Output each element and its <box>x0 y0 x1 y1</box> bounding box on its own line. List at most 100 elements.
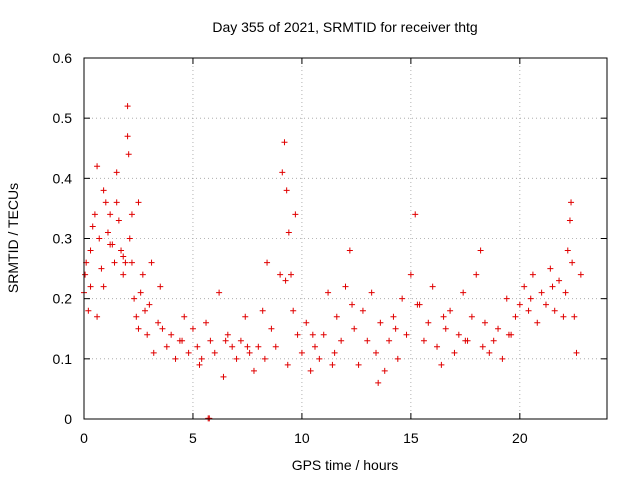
data-point <box>264 259 271 266</box>
data-point <box>479 343 486 350</box>
data-point <box>113 199 120 206</box>
data-point <box>222 337 229 344</box>
data-point <box>144 331 151 338</box>
data-point <box>442 325 449 332</box>
data-point <box>462 337 469 344</box>
data-point <box>206 415 213 422</box>
data-point <box>429 283 436 290</box>
data-point <box>505 331 512 338</box>
data-point <box>566 217 573 224</box>
data-point <box>133 313 140 320</box>
data-point <box>168 331 175 338</box>
data-point <box>527 295 534 302</box>
data-point <box>155 319 162 326</box>
data-point <box>490 337 497 344</box>
data-point <box>91 211 98 218</box>
data-point <box>368 289 375 296</box>
data-point <box>503 295 510 302</box>
data-point <box>307 367 314 374</box>
data-point <box>113 169 120 176</box>
data-point <box>407 271 414 278</box>
data-point <box>148 259 155 266</box>
data-point <box>279 169 286 176</box>
data-point <box>481 319 488 326</box>
data-point <box>244 343 251 350</box>
data-point <box>377 319 384 326</box>
chart-title: Day 355 of 2021, SRMTID for receiver tht… <box>212 19 477 35</box>
data-point <box>282 277 289 284</box>
data-point <box>460 289 467 296</box>
data-point <box>284 361 291 368</box>
data-point <box>473 271 480 278</box>
data-point <box>349 301 356 308</box>
data-point <box>131 295 138 302</box>
data-point <box>120 253 127 260</box>
data-point <box>399 295 406 302</box>
data-point <box>126 235 133 242</box>
data-point <box>82 271 89 278</box>
data-point <box>390 313 397 320</box>
data-point <box>250 367 257 374</box>
data-point <box>438 361 445 368</box>
data-point <box>100 283 107 290</box>
data-point <box>447 307 454 314</box>
data-point <box>94 163 101 170</box>
data-point <box>135 325 142 332</box>
data-point <box>440 313 447 320</box>
data-point <box>118 247 125 254</box>
data-point <box>516 301 523 308</box>
data-point <box>163 343 170 350</box>
data-point <box>179 337 186 344</box>
data-point <box>320 331 327 338</box>
data-point <box>259 307 266 314</box>
data-point <box>277 271 284 278</box>
data-point <box>233 355 240 362</box>
y-tick-label: 0.2 <box>53 291 73 307</box>
data-point <box>521 283 528 290</box>
data-point <box>303 319 310 326</box>
data-point <box>216 289 223 296</box>
data-point <box>512 313 519 320</box>
data-point <box>359 307 366 314</box>
data-point <box>261 355 268 362</box>
data-point <box>560 313 567 320</box>
data-point <box>547 265 554 272</box>
data-point <box>137 289 144 296</box>
y-tick-label: 0.3 <box>53 231 73 247</box>
data-point <box>128 211 135 218</box>
data-point <box>146 301 153 308</box>
data-point <box>159 325 166 332</box>
data-point <box>373 349 380 356</box>
data-point <box>529 271 536 278</box>
data-point <box>346 247 353 254</box>
data-point <box>351 325 358 332</box>
data-point <box>185 349 192 356</box>
y-axis-label: SRMTID / TECUs <box>5 183 21 293</box>
x-tick-label: 5 <box>189 430 197 446</box>
data-point <box>268 325 275 332</box>
data-point <box>288 271 295 278</box>
data-point <box>194 343 201 350</box>
data-point <box>242 313 249 320</box>
data-point <box>111 259 118 266</box>
data-point <box>87 283 94 290</box>
data-point <box>120 271 127 278</box>
data-point <box>237 337 244 344</box>
data-point <box>542 301 549 308</box>
x-tick-label: 10 <box>294 430 310 446</box>
data-point <box>573 349 580 356</box>
data-point <box>107 241 114 248</box>
data-point <box>534 319 541 326</box>
data-points <box>81 103 584 422</box>
data-point <box>181 313 188 320</box>
data-point <box>333 313 340 320</box>
data-point <box>342 283 349 290</box>
data-point <box>381 367 388 374</box>
data-point <box>364 337 371 344</box>
data-point <box>125 151 132 158</box>
data-point <box>172 355 179 362</box>
data-point <box>272 343 279 350</box>
y-tick-label: 0.4 <box>53 170 73 186</box>
data-point <box>403 331 410 338</box>
data-point <box>420 337 427 344</box>
